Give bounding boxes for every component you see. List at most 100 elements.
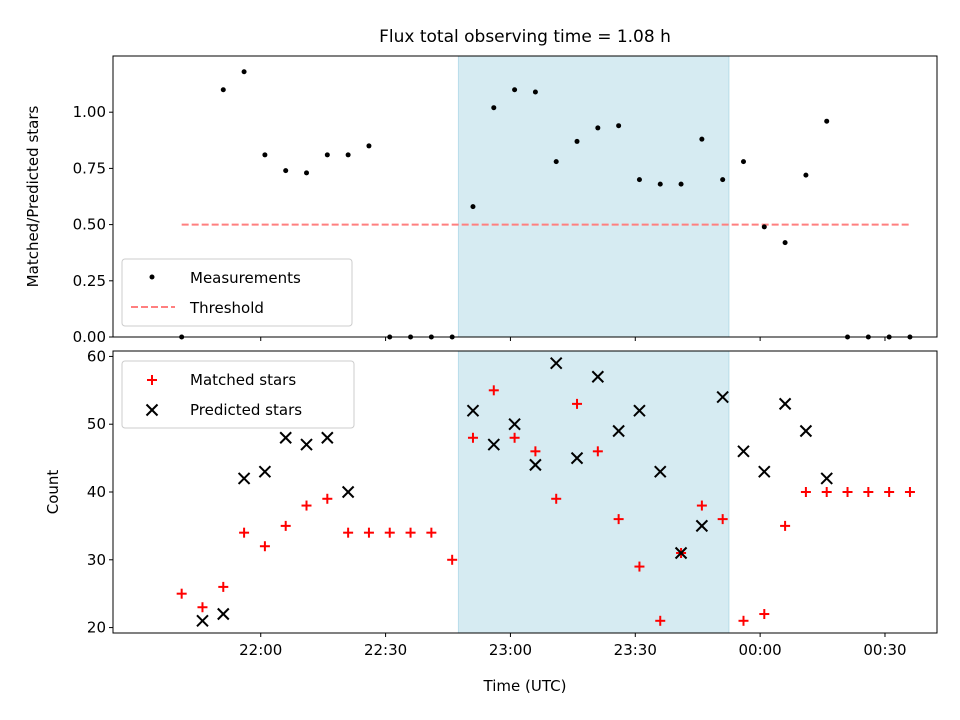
top-y-axis-label: Matched/Predicted stars <box>24 106 42 288</box>
measurement-point <box>740 159 746 165</box>
measurement-point <box>283 168 289 174</box>
measurement-point <box>574 138 580 144</box>
predicted-stars-point-b <box>674 546 688 560</box>
predicted-stars-point <box>529 458 542 472</box>
predicted-stars-point <box>591 370 605 383</box>
bottom-ytick-label: 40 <box>87 483 106 501</box>
measurement-point <box>241 69 247 75</box>
predicted-stars-point-b <box>237 472 251 485</box>
predicted-stars-point-b <box>716 390 729 404</box>
legend-cross <box>145 403 159 417</box>
predicted-stars-point-b <box>550 356 563 370</box>
matched-stars-point <box>301 500 312 511</box>
predicted-stars-point <box>654 465 667 478</box>
predicted-stars-point-b <box>654 465 667 478</box>
measurement-point <box>636 177 642 183</box>
matched-stars-point <box>696 500 707 511</box>
predicted-stars-point <box>758 465 771 478</box>
matched-stars-point <box>363 527 374 538</box>
predicted-stars-point-b <box>508 418 521 431</box>
legend-marker-predicted-stars <box>145 403 159 417</box>
predicted-stars-point-b <box>466 404 480 417</box>
top-ytick-label: 0.00 <box>73 328 106 346</box>
matched-stars-point <box>572 398 583 409</box>
predicted-stars-point-b <box>737 445 750 458</box>
predicted-stars-point <box>778 397 792 411</box>
xtick-label: 23:00 <box>489 641 532 659</box>
matched-stars-point <box>218 581 229 592</box>
legend-label-threshold: Threshold <box>189 299 264 317</box>
matched-stars-point <box>904 487 915 497</box>
top-x-ticks <box>260 337 886 341</box>
measurement-point <box>699 136 705 142</box>
matched-stars-point <box>551 493 562 504</box>
matched-stars-point <box>759 609 770 620</box>
matched-stars-point <box>842 487 853 497</box>
matched-stars-point <box>884 487 895 497</box>
bottom-plot-panel: 20 30 40 50 60 22:00 22:30 23:00 23:30 00:00 00:3… <box>44 347 938 695</box>
matched-stars-point <box>863 487 874 497</box>
predicted-stars-point <box>217 607 230 621</box>
predicted-stars-point <box>820 472 833 485</box>
legend-label-predicted-stars: Predicted stars <box>190 401 302 419</box>
legend-marker-measurements <box>149 274 155 280</box>
legend-label-measurements: Measurements <box>190 269 301 287</box>
measurement-point <box>761 224 767 230</box>
top-axes-frame <box>112 55 938 338</box>
predicted-stars-point <box>279 431 292 444</box>
predicted-stars-point <box>737 445 750 458</box>
bottom-shaded-span <box>457 350 730 634</box>
bottom-legend-box <box>121 360 355 429</box>
predicted-stars-point-b <box>633 404 646 417</box>
predicted-stars-point-b <box>799 424 813 438</box>
bottom-legend: Matched stars Predicted stars <box>121 360 355 429</box>
predicted-stars-point <box>258 465 272 478</box>
matched-stars-point <box>467 432 478 443</box>
top-ytick-label: 1.00 <box>73 103 106 121</box>
measurement-point <box>345 152 351 158</box>
matched-stars-point <box>280 520 291 531</box>
measurement-point <box>803 172 809 178</box>
predicted-stars-point-b <box>487 438 500 451</box>
matched-stars-point <box>197 602 208 613</box>
top-y-axis: 0.00 0.25 0.50 0.75 1.00 <box>73 103 113 346</box>
predicted-stars-point <box>466 404 480 417</box>
matched-stars-point <box>530 446 541 457</box>
measurement-point <box>512 87 518 93</box>
predicted-stars-point-b <box>258 465 272 478</box>
predicted-stars-point-b <box>321 431 334 444</box>
predicted-stars-point-b <box>196 614 209 628</box>
matched-stars-point <box>800 487 811 497</box>
matched-stars-point <box>239 527 250 538</box>
predicted-stars-point <box>570 451 584 465</box>
bottom-ytick-label: 50 <box>87 415 106 433</box>
matched-stars-point <box>176 588 187 599</box>
predicted-stars-point <box>550 356 563 370</box>
top-ytick-label: 0.25 <box>73 272 106 290</box>
bottom-y-axis: 20 30 40 50 60 <box>87 347 113 637</box>
matched-stars-point <box>426 527 437 538</box>
predicted-stars-point <box>321 431 334 444</box>
bottom-x-axis: 22:00 22:30 23:00 23:30 00:00 00:30 <box>239 633 907 659</box>
measurement-point <box>553 159 559 165</box>
measurement-point <box>824 118 830 124</box>
measurement-point <box>324 152 330 158</box>
matched-stars-point <box>384 527 395 538</box>
predicted-stars-point <box>695 519 709 533</box>
predicted-stars-point <box>300 438 313 451</box>
measurement-point <box>304 170 310 176</box>
top-legend: Measurements Threshold <box>121 258 353 327</box>
measurement-point <box>470 204 476 210</box>
matched-stars-point <box>738 615 749 626</box>
xtick-label: 22:30 <box>364 641 407 659</box>
measurement-point <box>532 89 538 95</box>
bottom-axes-frame <box>112 350 938 634</box>
matched-stars-point <box>717 514 728 525</box>
measurement-point <box>595 125 601 131</box>
predicted-stars-point-b <box>217 607 230 621</box>
legend-plus <box>147 375 157 385</box>
top-ytick-label: 0.50 <box>73 216 106 234</box>
predicted-stars-point-b <box>591 370 605 383</box>
predicted-stars-point <box>341 485 355 499</box>
